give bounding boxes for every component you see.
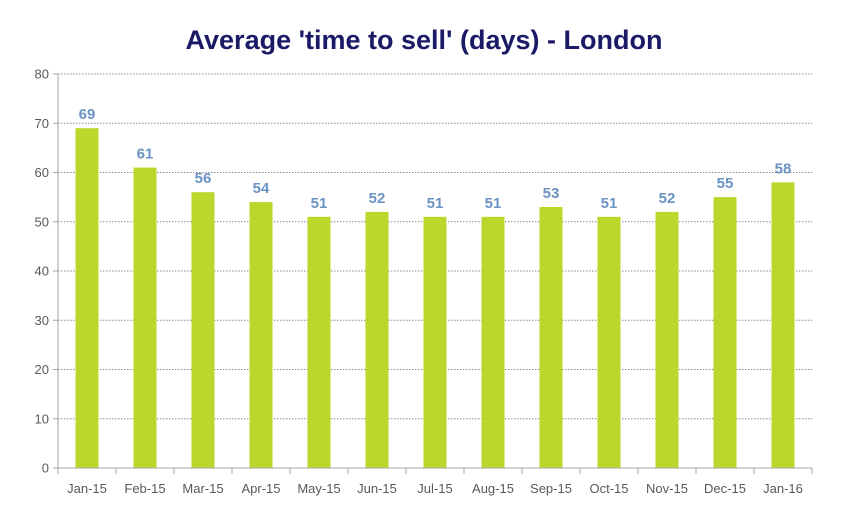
- bar: [423, 216, 447, 468]
- y-tick-label: 30: [35, 313, 49, 328]
- y-tick-label: 20: [35, 362, 49, 377]
- x-tick-label: Feb-15: [124, 481, 165, 496]
- x-tick-label: Apr-15: [241, 481, 280, 496]
- bar: [307, 216, 331, 468]
- x-tick-label: Oct-15: [589, 481, 628, 496]
- y-tick-label: 0: [42, 461, 49, 476]
- y-tick-label: 70: [35, 116, 49, 131]
- data-label: 52: [659, 190, 676, 207]
- bar: [75, 128, 99, 469]
- bar: [539, 206, 563, 468]
- data-label: 51: [485, 195, 502, 212]
- data-label: 51: [601, 195, 618, 212]
- y-tick-label: 10: [35, 411, 49, 426]
- chart-title: Average 'time to sell' (days) - London: [186, 25, 663, 55]
- gridlines: [58, 73, 812, 420]
- bar: [191, 192, 215, 468]
- bar: [133, 167, 157, 468]
- y-axis: 0 10 20 30 40 50 60 70 80: [35, 67, 59, 476]
- data-label: 53: [543, 185, 560, 202]
- bar: [365, 211, 389, 468]
- x-tick-label: Jun-15: [357, 481, 397, 496]
- data-label: 69: [79, 106, 96, 123]
- x-tick-label: Nov-15: [646, 481, 688, 496]
- x-tick-label: May-15: [297, 481, 340, 496]
- x-tick-label: Jan-16: [763, 481, 803, 496]
- bar: [597, 216, 621, 468]
- bar: [655, 211, 679, 468]
- data-label: 56: [195, 170, 212, 187]
- data-labels: 69 61 56 54 51 52 51 51 53 51 52 55 58: [79, 106, 792, 212]
- x-tick-label: Mar-15: [182, 481, 223, 496]
- data-label: 58: [775, 160, 792, 177]
- data-label: 51: [311, 195, 328, 212]
- bar: [713, 197, 737, 468]
- x-tick-label: Jan-15: [67, 481, 107, 496]
- bar: [481, 216, 505, 468]
- bars: [75, 128, 795, 469]
- x-tick-label: Sep-15: [530, 481, 572, 496]
- bar: [771, 182, 795, 468]
- data-label: 54: [253, 180, 270, 197]
- x-tick-label: Aug-15: [472, 481, 514, 496]
- data-label: 51: [427, 195, 444, 212]
- data-label: 61: [137, 146, 154, 163]
- data-label: 52: [369, 190, 386, 207]
- y-tick-label: 60: [35, 165, 49, 180]
- data-label: 55: [717, 175, 734, 192]
- y-tick-label: 40: [35, 264, 49, 279]
- y-tick-label: 80: [35, 67, 49, 82]
- x-axis: Jan-15 Feb-15 Mar-15 Apr-15 May-15 Jun-15 Jul-…: [57, 467, 813, 496]
- x-tick-label: Dec-15: [704, 481, 746, 496]
- y-tick-label: 50: [35, 214, 49, 229]
- bar: [249, 202, 273, 469]
- x-tick-label: Jul-15: [417, 481, 452, 496]
